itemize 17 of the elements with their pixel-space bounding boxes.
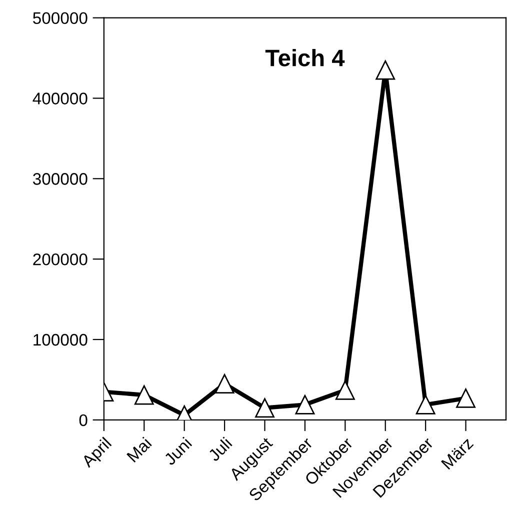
point <box>214 374 234 394</box>
point <box>295 394 315 414</box>
point <box>416 394 436 414</box>
text: Teich 4 <box>265 49 345 66</box>
y-tick-label: 200000 <box>33 253 88 266</box>
point <box>255 398 274 418</box>
point <box>335 380 355 400</box>
point <box>456 388 476 408</box>
x-tick-label: Juli <box>207 436 232 462</box>
x-tick-label: Mai <box>126 436 152 463</box>
y-tick-label: 100000 <box>34 334 88 346</box>
y-tick-label: 300000 <box>32 173 88 185</box>
point <box>134 385 154 405</box>
y-tick-label: 400000 <box>32 92 88 104</box>
y-tick-label: 0 <box>79 414 88 426</box>
y-tick-label: 500000 <box>33 12 88 24</box>
point <box>376 60 396 80</box>
